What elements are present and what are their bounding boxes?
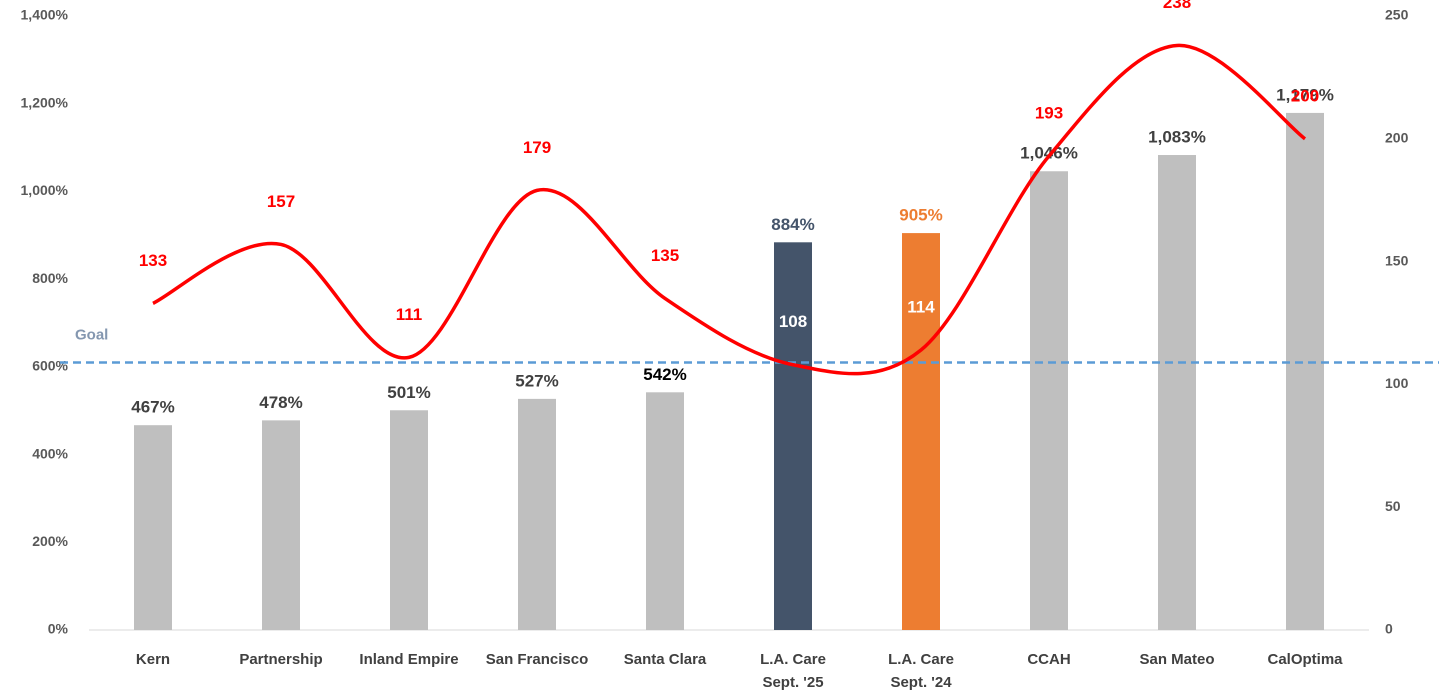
bar-value-label: 542% [643,365,686,384]
y-tick-label: 800% [32,270,68,286]
y-tick-label: 200% [32,533,68,549]
line [152,43,1307,376]
x-tick-label: Kern [135,651,171,668]
y2-tick-label: 50 [1385,498,1401,514]
line-value-label: 200 [1291,86,1319,105]
y-tick-label: 1,000% [21,182,69,198]
bar [902,233,940,631]
line-value-label: 135 [651,246,679,265]
bar-value-label: 1,046% [1020,144,1078,163]
y2-tick-label: 100 [1385,375,1409,391]
bar-value-label: 1,179% [1276,85,1334,104]
bar [390,410,428,630]
line-value-label: 157 [267,192,295,211]
x-tick-label: San Francisco [485,651,589,668]
y2-tick-label: 250 [1385,7,1409,23]
bar-value-label: 1,083% [1148,128,1206,147]
bar-value-label: 884% [771,215,814,234]
x-tick-label: Partnership [239,651,323,668]
goal-label: Goal [75,326,108,343]
line-value-label: 133 [139,251,167,270]
bar-value-label: 478% [259,393,302,412]
y-tick-label: 0% [48,621,69,637]
y2-tick-label: 150 [1385,252,1409,268]
line-value-label: 238 [1163,0,1191,12]
line-value-label: 111 [396,305,423,324]
bar [518,398,556,630]
bar [262,420,300,630]
bar [774,242,812,630]
x-tick-label: CCAH [1027,651,1071,668]
bar-value-label: 905% [899,206,942,225]
bar-value-label: 467% [131,398,174,417]
x-tick-label: L.A. Care Sept. '25 [760,651,826,691]
bar-value-label: 501% [387,383,430,402]
y2-tick-label: 0 [1385,621,1393,637]
y-tick-label: 400% [32,445,68,461]
line-value-label: 193 [1035,103,1063,122]
x-tick-label: Inland Empire [359,651,459,668]
bar [1158,155,1196,630]
line-value-label: 114 [907,298,935,317]
bar-value-label: 527% [515,371,558,390]
x-tick-label: CalOptima [1267,651,1343,668]
x-tick-label: Santa Clara [623,651,707,668]
line-value-label: 179 [523,138,551,157]
x-tick-label: San Mateo [1139,651,1215,668]
y-tick-label: 600% [32,358,68,374]
y2-tick-label: 200 [1385,130,1409,146]
bar [646,392,684,630]
bar [1030,171,1068,631]
bar [1286,112,1324,630]
line-value-label: 108 [779,312,807,331]
y-tick-label: 1,200% [21,94,69,110]
bar [134,425,172,630]
x-tick-label: L.A. Care Sept. '24 [888,651,954,691]
y-tick-label: 1,400% [21,7,69,23]
